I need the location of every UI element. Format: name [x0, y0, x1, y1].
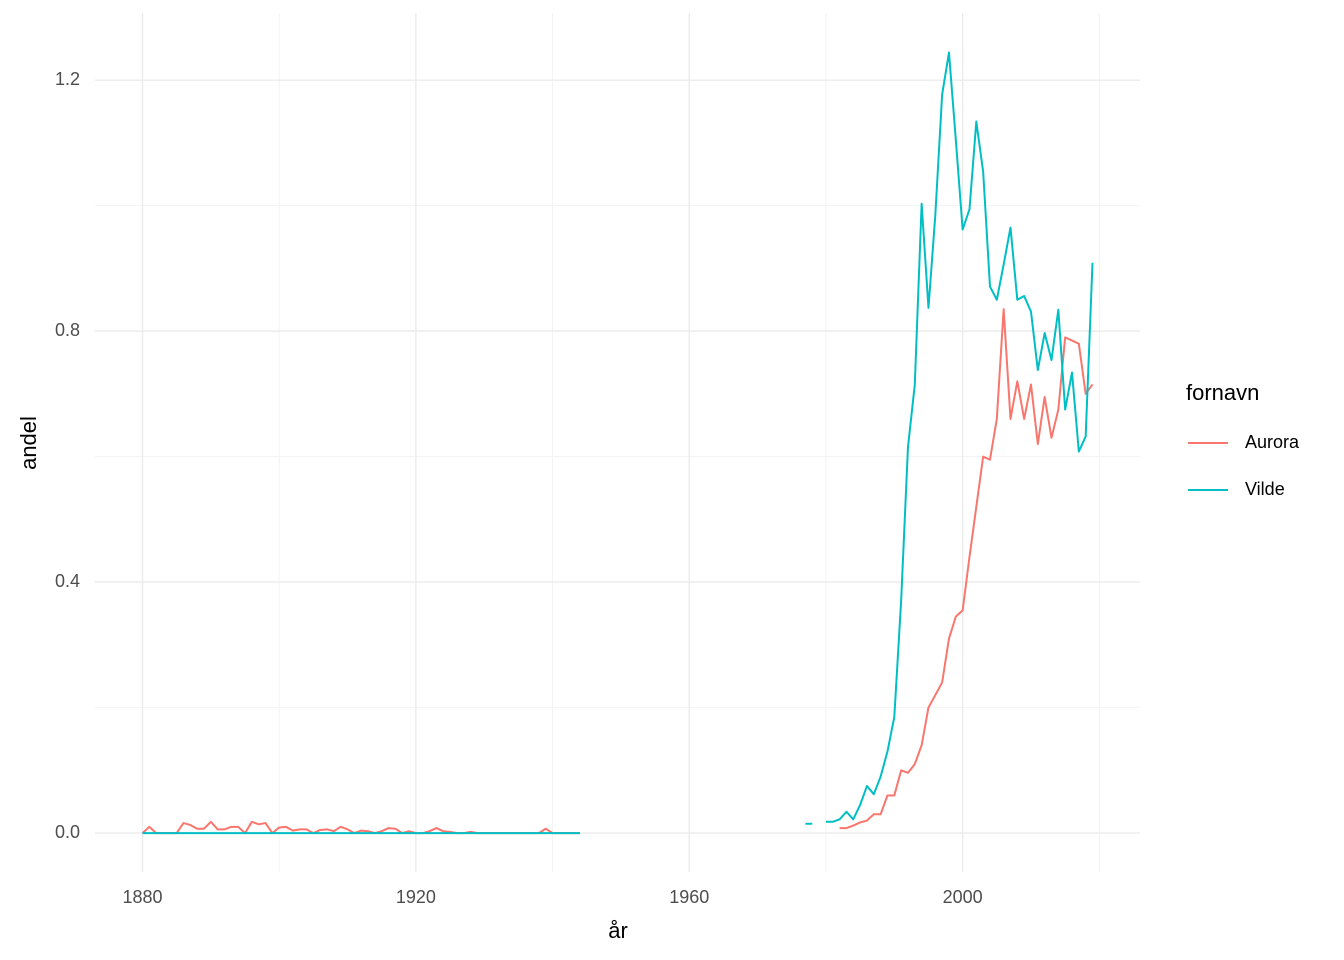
legend-label: Vilde	[1245, 479, 1285, 499]
y-tick-label: 0.0	[55, 822, 80, 842]
x-axis-title: år	[608, 918, 628, 943]
line-series	[142, 51, 1094, 835]
y-tick-label: 0.4	[55, 571, 80, 591]
x-tick-label: 2000	[943, 887, 983, 907]
x-tick-label: 1880	[122, 887, 162, 907]
y-tick-label: 0.8	[55, 320, 80, 340]
x-tick-label: 1960	[669, 887, 709, 907]
legend-label: Aurora	[1245, 432, 1300, 452]
y-tick-label: 1.2	[55, 69, 80, 89]
legend-title: fornavn	[1186, 380, 1259, 405]
x-tick-label: 1920	[396, 887, 436, 907]
line-series	[141, 308, 1094, 835]
y-axis-title: andel	[16, 416, 41, 470]
